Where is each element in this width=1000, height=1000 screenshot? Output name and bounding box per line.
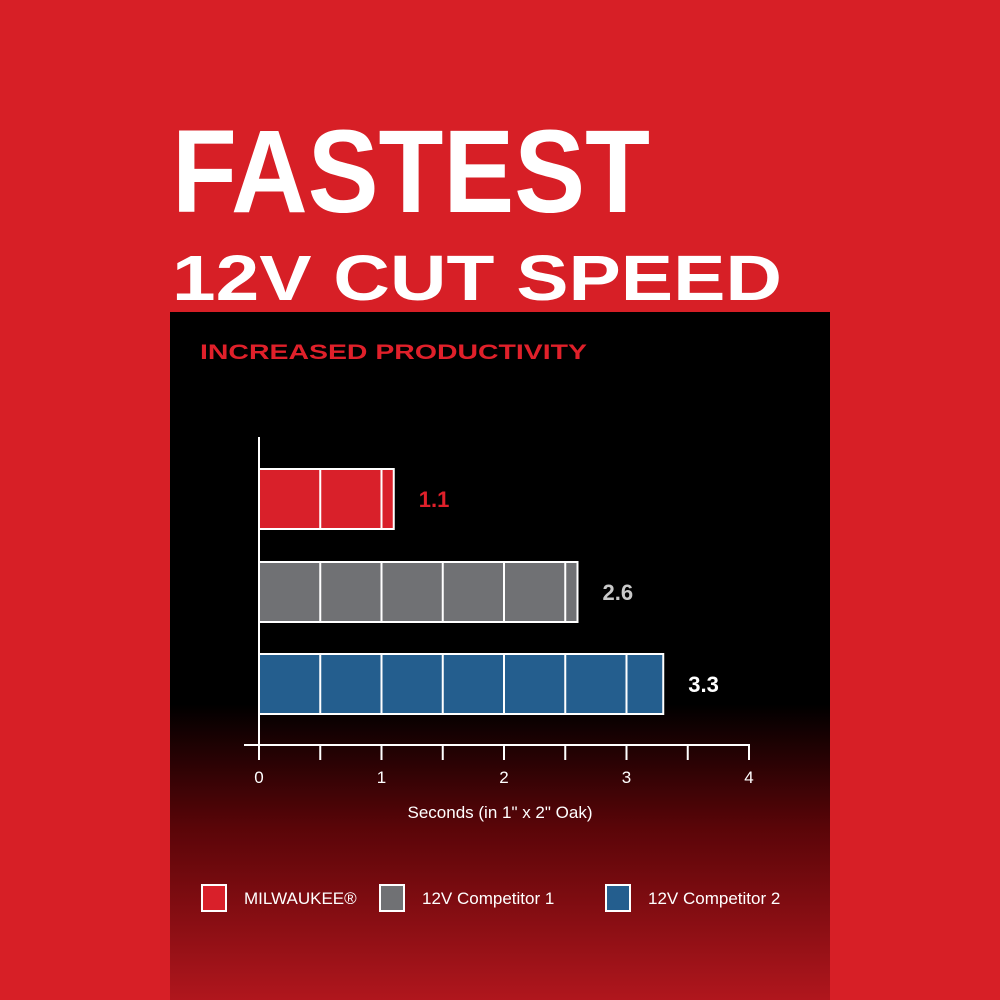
legend-label-2: 12V Competitor 1 (422, 889, 554, 908)
legend-swatch-1 (201, 884, 227, 912)
bar-2 (258, 561, 579, 623)
bar-1 (258, 468, 395, 530)
chart-title: INCREASED PRODUCTIVITY (200, 341, 587, 364)
x-tick-label: 1 (377, 768, 386, 787)
headline-line2: 12V CUT SPEED (172, 242, 782, 314)
legend-swatch-2 (379, 884, 405, 912)
data-label-1: 1.1 (419, 487, 450, 512)
data-label-2: 2.6 (603, 580, 634, 605)
x-tick-label: 4 (744, 768, 753, 787)
legend-swatch-3 (605, 884, 631, 912)
x-tick-label: 2 (499, 768, 508, 787)
x-tick-label: 0 (254, 768, 263, 787)
legend-label-3: 12V Competitor 2 (648, 889, 780, 908)
bar-3 (258, 653, 665, 715)
x-axis-label: Seconds (in 1" x 2" Oak) (408, 803, 593, 822)
data-label-3: 3.3 (688, 672, 719, 697)
x-tick-label: 3 (622, 768, 631, 787)
legend-label-1: MILWAUKEE® (244, 889, 357, 908)
headline-line1: FASTEST (172, 106, 650, 238)
